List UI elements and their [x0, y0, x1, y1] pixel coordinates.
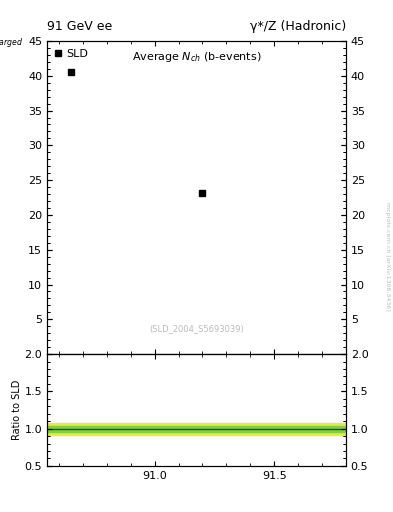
- Text: γ*/Z (Hadronic): γ*/Z (Hadronic): [250, 20, 346, 33]
- Y-axis label: $N_{charged}$: $N_{charged}$: [0, 35, 23, 51]
- Y-axis label: Ratio to SLD: Ratio to SLD: [12, 380, 22, 440]
- Bar: [47, 425, 346, 432]
- Text: Average $N_{ch}$ (b-events): Average $N_{ch}$ (b-events): [132, 50, 261, 65]
- Text: (SLD_2004_S5693039): (SLD_2004_S5693039): [149, 325, 244, 333]
- Text: 91 GeV ee: 91 GeV ee: [47, 20, 112, 33]
- Bar: [47, 423, 346, 435]
- Line: SLD: SLD: [68, 70, 205, 196]
- Text: mcplots.cern.ch [arXiv:1306.3436]: mcplots.cern.ch [arXiv:1306.3436]: [385, 202, 389, 310]
- SLD: [200, 190, 205, 197]
- SLD: [69, 69, 73, 75]
- Legend: SLD: SLD: [53, 47, 90, 61]
